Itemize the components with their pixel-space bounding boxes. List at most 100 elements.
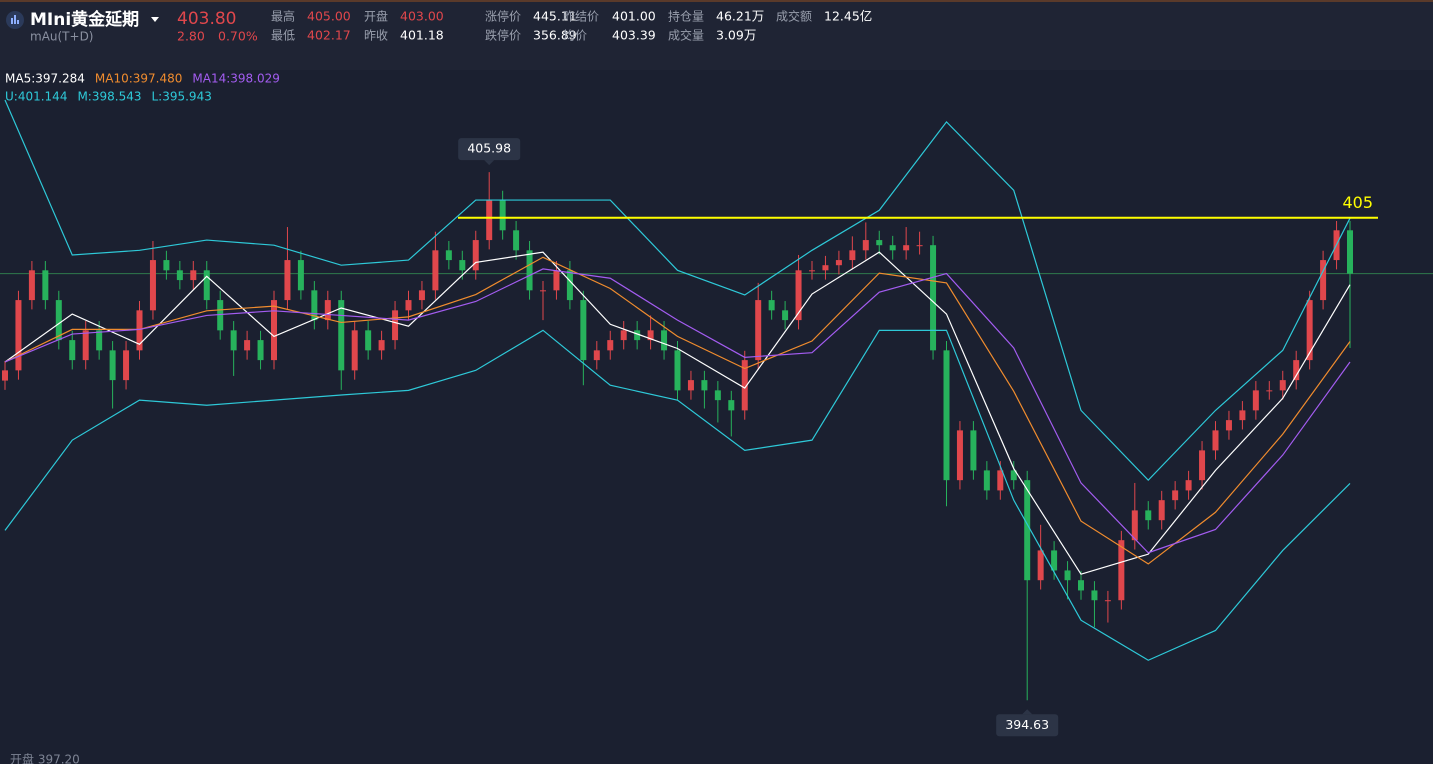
candle-body [1212,430,1219,451]
candle-body [553,270,560,291]
candle-body [1131,510,1138,541]
stat-value: 401.00 [612,9,656,24]
candle-body [956,430,963,481]
candle-body [607,340,614,351]
indicator-line [4,329,1351,661]
candle-body [1266,390,1273,392]
legend-entry: U:401.144 [5,90,67,104]
candle-body [15,300,22,371]
candle-body [1118,540,1125,601]
candle-body [244,340,251,351]
candle-body [392,310,399,341]
stat-label: 跌停价 [485,28,521,43]
stat-value: 12.45亿 [824,9,872,24]
candle-body [163,260,170,271]
candle-body [768,300,775,311]
candle-body [271,300,277,361]
candle-body [728,400,735,411]
candle-body [351,330,358,371]
price-change-pct: 0.70% [218,29,258,44]
candle-body [647,330,654,341]
indicator-line [4,256,1351,565]
candle-body [1091,590,1098,601]
candle-body [903,245,910,251]
stat-label: 最低 [271,29,295,43]
candle-body [432,250,439,291]
candle-body [1037,550,1044,581]
candle-body [687,380,694,391]
candle-body [540,290,546,292]
stat-label: 成交额 [776,9,812,24]
candle-body [1320,260,1327,301]
stat-value: 445.11 [533,9,577,24]
candle-body [42,270,49,301]
callout-pointer [1022,709,1033,715]
candle-body [1064,570,1071,581]
candle-body [1306,300,1313,361]
candle-body [1010,470,1017,481]
stat-value: 405.00 [307,9,351,24]
candle-body [1051,550,1058,571]
candle-body [930,245,937,351]
logo [6,11,24,29]
candle-body [1104,600,1111,602]
stat-label: 昨收 [364,29,388,43]
candle-body [741,360,748,411]
candle-body [634,330,641,341]
stat-label: 持仓量 [668,9,704,24]
candle-body [795,270,802,321]
legend-entry: L:395.943 [151,90,211,104]
legend-entry: MA10:397.480 [95,72,183,86]
candle-body [69,340,76,361]
candle-body [1252,390,1259,411]
candle-body [620,330,627,341]
candle-body [661,330,668,351]
candle-body [1024,480,1031,581]
candle-body [459,260,466,271]
candle-body [338,300,345,371]
candle-body [862,240,869,251]
stat-label: 成交量 [668,28,704,43]
candle-body [889,245,896,251]
candle-body [849,250,856,261]
candle-body [1239,410,1246,421]
instrument-title[interactable]: MIni黄金延期 [30,9,139,30]
candle-body [499,200,506,231]
indicator-line [4,99,1351,482]
candle-body [297,260,304,291]
top-border [0,0,1433,2]
price-change: 2.80 [177,29,205,44]
candle-body [983,470,990,491]
candle-body [486,200,493,241]
dropdown-arrow[interactable] [151,17,159,22]
candle-body [835,260,842,266]
candle-body [513,230,520,251]
stat-value: 403.39 [612,28,656,43]
stat-value: 3.09万 [716,28,756,43]
candle-body [1279,380,1286,391]
candle-body [566,270,573,301]
candle-body [176,270,183,281]
legend-entry: MA14:398.029 [192,72,280,86]
candle-body [418,290,425,301]
candle-body [822,265,829,271]
legend-entry: M:398.543 [77,90,141,104]
candle-body [190,270,197,281]
candle-body [123,350,130,381]
candle-body [916,245,923,247]
plot: 405 405.98 394.63 [0,99,1433,737]
candle-body [82,330,89,361]
indicator-line [4,251,1351,575]
candle-body [970,430,977,471]
candle-body [1158,500,1165,521]
stat-label: 涨停价 [485,9,521,24]
candle-body [149,260,156,311]
indicator-line [4,268,1351,554]
candle-body [217,300,224,331]
candle-body [1293,360,1300,381]
candle-body [943,350,950,481]
callout-pointer [484,160,495,166]
